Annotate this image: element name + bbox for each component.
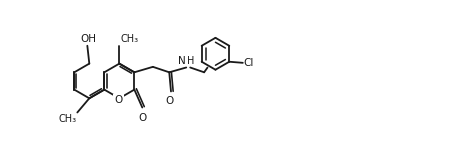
Text: OH: OH bbox=[80, 34, 96, 44]
Text: Cl: Cl bbox=[244, 58, 254, 68]
Text: O: O bbox=[165, 96, 173, 106]
Text: O: O bbox=[138, 113, 146, 123]
Text: CH₃: CH₃ bbox=[58, 114, 76, 124]
Text: O: O bbox=[114, 95, 122, 105]
Text: N: N bbox=[178, 56, 185, 65]
Text: CH₃: CH₃ bbox=[120, 34, 139, 44]
Text: H: H bbox=[187, 56, 195, 65]
